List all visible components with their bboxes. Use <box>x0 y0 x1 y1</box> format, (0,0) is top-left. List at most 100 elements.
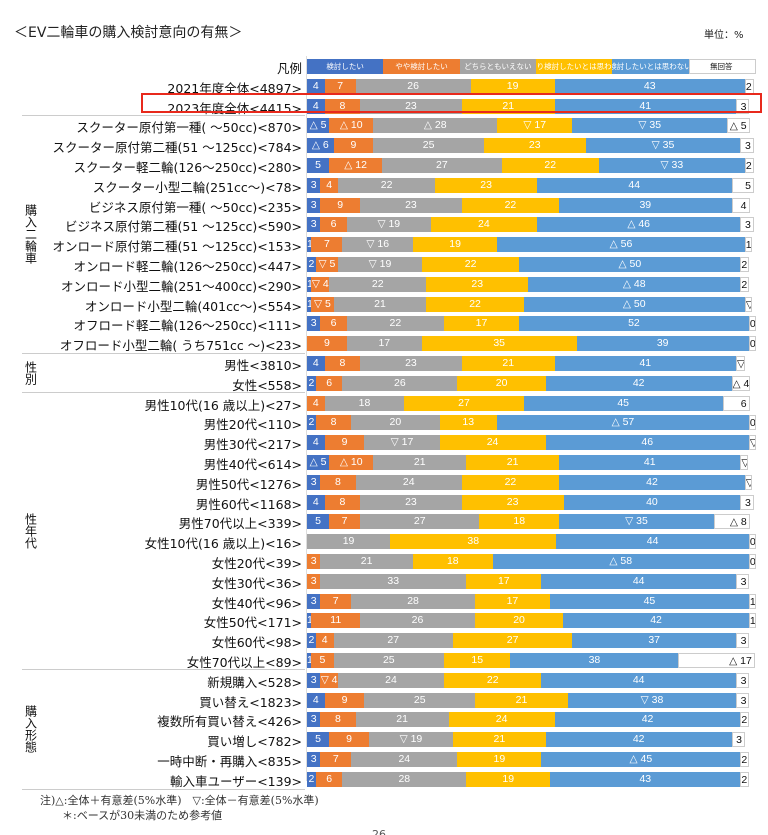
data-label: 19 <box>449 238 461 251</box>
bar-row: スクーター原付第一種( ～50cc)<870> △ 5 △ 10 △ 28 ▽ 17 ▽ … <box>0 115 768 135</box>
bar-segment-3: 24 <box>351 752 458 767</box>
data-label: 9 <box>341 436 348 449</box>
data-label: 6 <box>330 317 337 330</box>
group-label: 購入二輪車 <box>23 204 38 265</box>
bar-segment-3: 21 <box>373 455 467 470</box>
bar-segment-1: △ 5 <box>307 118 330 134</box>
bar-segment-6: 0 <box>748 316 756 332</box>
bar-segment-4: 24 <box>439 435 546 451</box>
row-label: 女性40代<96> <box>211 595 302 611</box>
data-label: 41 <box>643 456 656 468</box>
data-label: 3 <box>310 317 317 330</box>
bar-row: ビジネス原付第二種(51 ～125cc)<590> 3 6 ▽ 19 24 △ 46 3 <box>0 214 768 234</box>
bar-row: 男性50代<1276> 3 8 24 22 42 ▽ 1 <box>0 472 768 492</box>
bar-segment-2: 7 <box>320 752 352 767</box>
data-label: 23 <box>405 198 417 211</box>
data-label: ▽ 35 <box>625 515 648 528</box>
bar-segment-2: 6 <box>315 375 343 391</box>
bar-segment-2: 8 <box>324 494 361 510</box>
row-label: 女性<558> <box>232 377 302 393</box>
stacked-bar: 2 6 26 20 42 △ 4 <box>307 375 756 391</box>
bar-segment-4: 22 <box>444 672 542 688</box>
bar-segment-5: 37 <box>572 633 736 649</box>
bar-segment-4: 19 <box>413 237 498 253</box>
bar-segment-4: 17 <box>443 316 520 332</box>
data-label: 2 <box>741 259 748 271</box>
bar-segment-1: 4 <box>307 98 325 114</box>
data-label: 46 <box>641 436 654 449</box>
bar-segment-3: 28 <box>342 771 467 787</box>
bar-segment-2: 8 <box>320 712 356 728</box>
bar-row: 新規購入<528> 3 ▽ 4 24 22 44 3 <box>0 670 768 690</box>
data-label: 44 <box>632 673 645 686</box>
data-label: 7 <box>341 515 348 528</box>
bar-segment-6: 1 <box>748 593 756 609</box>
data-label: 7 <box>332 753 339 765</box>
bar-segment-4: 19 <box>457 752 542 767</box>
data-label: 27 <box>436 159 448 171</box>
bar-segment-2: △ 10 <box>329 118 374 134</box>
group-label: 性別 <box>23 360 38 385</box>
data-label: 21 <box>506 456 519 468</box>
data-label: 33 <box>387 574 400 587</box>
stacked-bar: 2 6 28 19 43 2 <box>307 771 756 787</box>
bar-segment-1: 3 <box>307 712 321 728</box>
bar-segment-6: ▽ 2 <box>735 356 745 371</box>
bar-segment-5: 43 <box>550 771 741 787</box>
bar-segment-6: ▽ 0 <box>748 435 757 451</box>
row-label: オンロード軽二輪(126～250cc)<447> <box>73 259 302 274</box>
bar-segment-1: 1 <box>307 276 312 292</box>
bar-segment-1: 3 <box>307 474 321 490</box>
row-label: 買い増し<782> <box>207 734 302 750</box>
stacked-bar: 5 △ 12 27 22 ▽ 33 2 <box>307 158 756 173</box>
bar-segment-2: 9 <box>324 435 365 451</box>
bar-row: 2021年度全体<4897> 4 7 26 19 43 2 <box>0 76 768 96</box>
data-label: 21 <box>493 733 506 746</box>
data-label: 9 <box>323 337 330 350</box>
row-label: 複数所有買い替え<426> <box>157 714 302 730</box>
data-label: △ 48 <box>622 277 646 290</box>
bar-segment-6: 0 <box>748 534 756 550</box>
bar-segment-4: ▽ 17 <box>497 118 573 134</box>
bar-segment-5: ▽ 33 <box>598 158 745 173</box>
bar-segment-4: 19 <box>470 78 555 94</box>
data-label: 8 <box>335 713 341 726</box>
data-label: 17 <box>497 574 510 587</box>
stacked-bar: 4 8 23 21 41 3 <box>307 98 756 114</box>
data-label: △ 57 <box>611 416 635 429</box>
data-label: ▽ 33 <box>660 159 684 171</box>
page-number: 26 <box>372 828 386 835</box>
bar-segment-6: 0 <box>748 554 756 569</box>
bar-segment-2: 3 <box>307 573 321 589</box>
bar-segment-3: 23 <box>360 494 462 510</box>
data-label: ▽ 17 <box>523 119 547 132</box>
row-label: 輸入車ユーザー<139> <box>169 773 302 789</box>
data-label: 3 <box>310 218 317 231</box>
legend-row: 凡例検討したいやや検討したいどちらともいえないあまり検討したいとは思わない検討し… <box>0 56 768 76</box>
bar-segment-5: △ 50 <box>523 296 745 312</box>
bar-row: オンロード小型二輪(251～400cc)<290> 1 ▽ 4 22 23 △ 48 2 <box>0 274 768 294</box>
stacked-bar: 4 9 ▽ 17 24 46 ▽ 0 <box>307 435 757 451</box>
data-label: 3 <box>740 694 747 707</box>
data-label: 6 <box>330 218 337 231</box>
stacked-bar: 091735390 <box>307 336 756 352</box>
bar-segment-6: 0 <box>748 336 756 352</box>
bar-segment-5: △ 45 <box>541 752 741 767</box>
data-label: 4 <box>312 693 319 706</box>
bar-row: 一時中断・再購入<835> 3 7 24 19 △ 45 2 <box>0 749 768 769</box>
data-label: △ 10 <box>339 456 363 468</box>
data-label: 22 <box>504 475 517 488</box>
data-label: 19 <box>506 79 519 92</box>
data-label: 3 <box>745 140 751 153</box>
bar-segment-6: 2 <box>740 257 750 272</box>
bar-row: オンロード原付第二種(51 ～125cc)<153> 1 7 ▽ 16 19 △ 56 1 <box>0 234 768 254</box>
bar-segment-6: △ 5 <box>727 118 750 134</box>
bar-segment-3: 18 <box>324 395 405 411</box>
data-label: 42 <box>650 614 662 627</box>
bar-segment-2: ▽ 4 <box>311 276 330 292</box>
stacked-bar: 3 7 24 19 △ 45 2 <box>307 752 756 767</box>
data-label: 1 <box>749 595 756 608</box>
bar-segment-3: 25 <box>333 653 445 668</box>
bar-segment-3: ▽ 19 <box>337 257 422 272</box>
highlight-box <box>141 93 762 113</box>
